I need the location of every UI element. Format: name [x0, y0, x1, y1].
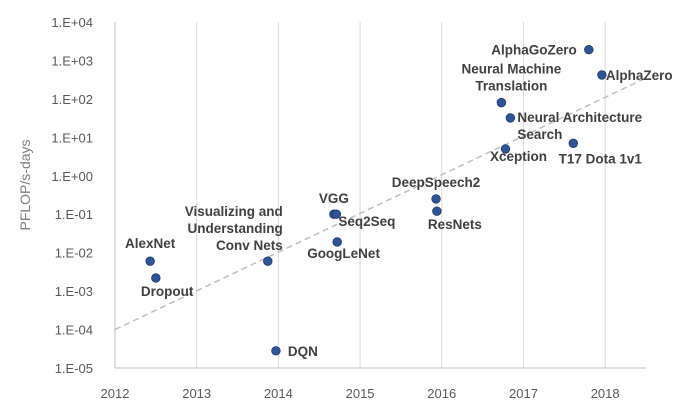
- trendline: [114, 77, 647, 331]
- data-point: [500, 144, 511, 154]
- y-tick-label: 1.E-02: [55, 246, 93, 261]
- x-tick-label: 2015: [346, 386, 375, 401]
- y-tick-label: 1.E+04: [51, 15, 93, 30]
- point-label: Seq2Seq: [338, 214, 395, 229]
- point-label: DeepSpeech2: [392, 175, 481, 190]
- point-label: AlphaZero: [606, 68, 673, 83]
- data-point: [263, 256, 273, 266]
- point-label: AlphaGoZero: [491, 43, 577, 58]
- y-tick-label: 1.E-01: [55, 207, 93, 222]
- data-point: [584, 45, 594, 55]
- point-label-line: Neural Machine: [462, 62, 562, 77]
- point-label: Xception: [490, 149, 547, 164]
- y-tick-label: 1.E-05: [55, 361, 93, 376]
- y-tick-label: 1.E+03: [51, 53, 93, 68]
- data-point: [332, 237, 342, 247]
- y-tick-label: 1.E-03: [55, 284, 93, 299]
- x-tick-label: 2014: [264, 386, 293, 401]
- point-label: AlexNet: [125, 236, 176, 251]
- point-label: Neural Architecture Search: [517, 110, 642, 142]
- point-label-line: Conv Nets: [216, 238, 283, 253]
- point-label: T17 Dota 1v1: [559, 151, 643, 166]
- point-label-line: Understanding: [187, 221, 282, 236]
- x-tick-labels: 2012 2013 2014 2015 2016 2017 2018: [101, 386, 620, 401]
- y-tick-label: 1.E+00: [51, 169, 93, 184]
- x-tick-label: 2016: [427, 386, 456, 401]
- data-points: [145, 45, 607, 356]
- point-labels: AlexNet Dropout Visualizing and Understandi…: [125, 43, 673, 359]
- x-tick-label: 2013: [182, 386, 211, 401]
- data-point: [432, 206, 442, 216]
- gridlines: [196, 22, 606, 368]
- y-tick-labels: 1.E-05 1.E-04 1.E-03 1.E-02 1.E-01 1.E+00 1.E+…: [51, 15, 93, 376]
- point-label-line: Neural Architecture: [517, 110, 642, 125]
- data-point: [496, 97, 507, 108]
- data-point: [145, 256, 155, 266]
- data-point: [331, 209, 342, 219]
- point-label: VGG: [319, 191, 349, 206]
- data-point: [505, 113, 516, 123]
- point-label-line: Search: [517, 127, 562, 142]
- point-label: DQN: [288, 344, 318, 359]
- x-tick-label: 2018: [591, 386, 620, 401]
- data-point: [568, 138, 578, 148]
- y-tick-label: 1.E-04: [55, 323, 93, 338]
- point-label: Dropout: [141, 284, 194, 299]
- point-label: GoogLeNet: [307, 246, 380, 261]
- x-tick-label: 2012: [101, 386, 130, 401]
- data-point: [151, 273, 161, 283]
- point-label: ResNets: [428, 217, 482, 232]
- point-label-line: Visualizing and: [185, 204, 283, 219]
- point-label: Visualizing and Understanding Conv Nets: [185, 204, 283, 253]
- data-point: [431, 194, 441, 204]
- x-tick-label: 2017: [509, 386, 538, 401]
- data-point: [597, 70, 607, 80]
- axes: [114, 22, 646, 369]
- trendline-group: [114, 77, 647, 331]
- point-label-line: Translation: [475, 79, 547, 94]
- y-tick-label: 1.E+01: [51, 130, 93, 145]
- y-axis-title: PFLOP/s-days: [17, 139, 33, 230]
- y-tick-label: 1.E+02: [51, 92, 93, 107]
- data-point: [271, 346, 281, 356]
- point-label: Neural Machine Translation: [462, 62, 562, 94]
